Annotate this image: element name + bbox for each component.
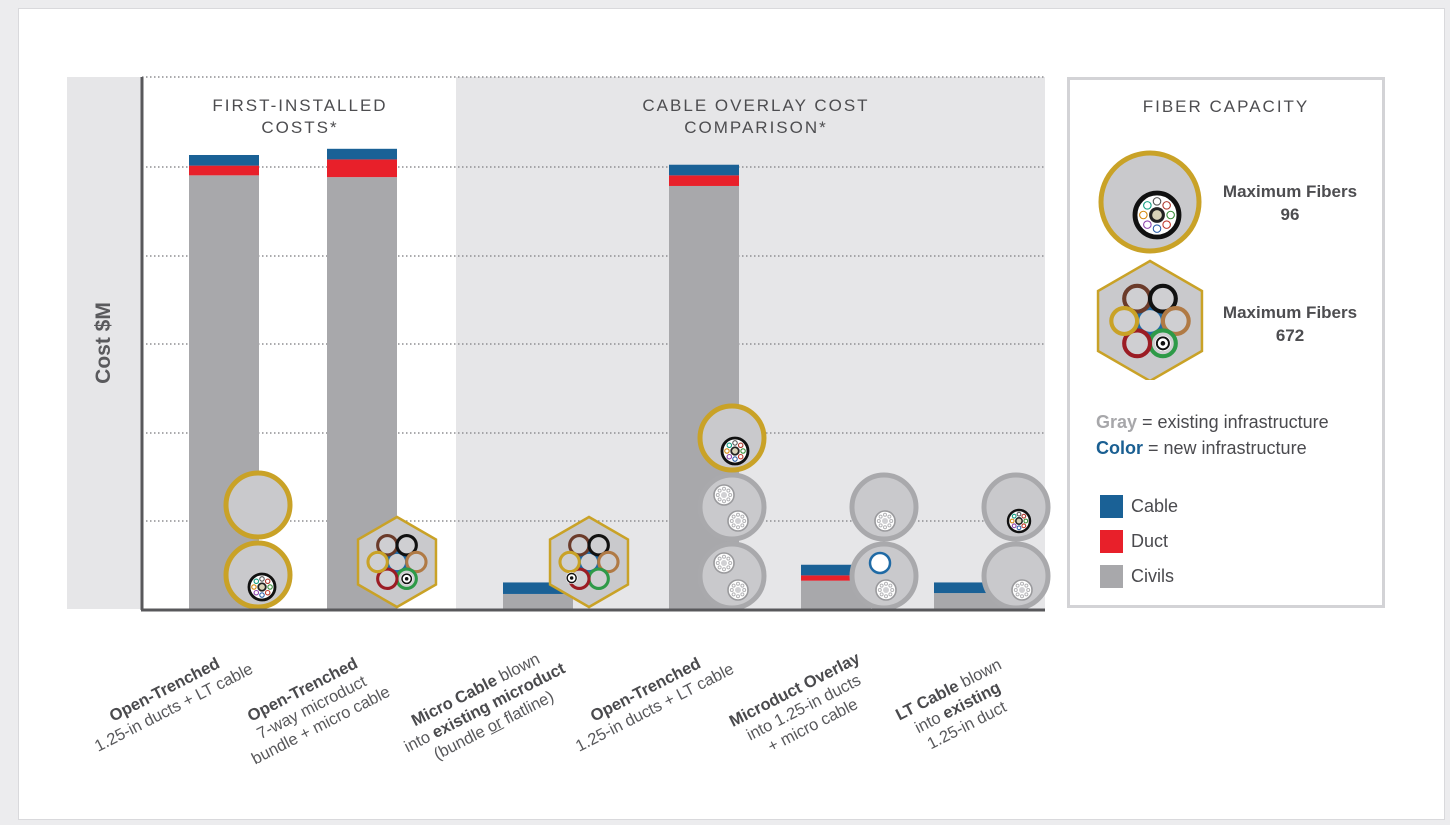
bar-cable-3 — [669, 164, 739, 176]
legend-note-color-rest: = new infrastructure — [1143, 438, 1307, 458]
legend-capacity-672-line2: 672 — [1275, 326, 1305, 345]
legend-item-civils: Civils — [1100, 564, 1174, 588]
section-title-0-line-0: FIRST-INSTALLED — [212, 96, 387, 115]
legend-note-gray-rest: = existing infrastructure — [1137, 412, 1329, 432]
section-title-0-line-1: COSTS* — [261, 118, 338, 137]
cross-section-cat1-bundle — [356, 515, 438, 609]
bar-civils-5 — [934, 593, 1004, 609]
legend-swatch-cable — [1100, 494, 1123, 518]
section-title-1-line-1: COMPARISON* — [684, 118, 828, 137]
section-title-1-line-0: CABLE OVERLAY COST — [642, 96, 869, 115]
legend-note-gray: Gray = existing infrastructure — [1096, 412, 1329, 433]
bar-duct-3 — [669, 175, 739, 186]
legend-label-duct: Duct — [1131, 530, 1169, 551]
bar-duct-1 — [327, 159, 397, 178]
legend-label-civils: Civils — [1131, 565, 1174, 586]
cross-section-cat3-duct-new — [697, 403, 767, 473]
legend-icons — [1096, 150, 1204, 380]
legend-swatch-civils — [1100, 564, 1123, 588]
legend-note-color: Color = new infrastructure — [1096, 438, 1307, 459]
legend-capacity-96-line1: Maximum Fibers — [1222, 182, 1358, 201]
fiber-capacity-legend: FIBER CAPACITY Maximum Fibers 96 Maximum… — [1067, 77, 1385, 608]
legend-capacity-672-line1: Maximum Fibers — [1222, 303, 1358, 322]
cross-section-cat4-duct-bottom — [849, 541, 919, 611]
cross-section-cat5-duct-top — [981, 472, 1051, 542]
legend-label-cable: Cable — [1131, 495, 1179, 516]
bar-cable-4 — [801, 564, 871, 576]
cross-section-cat0-duct-top — [223, 470, 293, 540]
microduct-bundle-icon — [1096, 259, 1204, 380]
bar-civils-2 — [503, 593, 573, 609]
cross-section-cat0-duct-bottom — [223, 540, 293, 610]
bar-cable-1 — [327, 148, 397, 160]
legend-item-duct: Duct — [1100, 529, 1168, 553]
legend-capacity-96: Maximum Fibers 96 — [1200, 180, 1380, 226]
cross-section-cat5-duct-bottom — [981, 541, 1051, 611]
y-axis-band — [67, 77, 142, 609]
legend-capacity-672: Maximum Fibers 672 — [1200, 301, 1380, 347]
legend-capacity-96-line2: 96 — [1280, 205, 1300, 224]
legend-note-color-word: Color — [1096, 438, 1143, 458]
cross-section-cat4-duct-top — [849, 472, 919, 542]
legend-note-gray-word: Gray — [1096, 412, 1138, 432]
legend-title: FIBER CAPACITY — [1142, 97, 1310, 116]
bar-cable-5 — [934, 582, 1004, 594]
single-duct-cable-icon — [1098, 150, 1202, 254]
legend-item-cable: Cable — [1100, 494, 1178, 518]
bar-cable-0 — [189, 154, 259, 166]
bar-duct-0 — [189, 165, 259, 176]
cross-section-cat2-bundle — [548, 515, 630, 609]
legend-swatch-duct — [1100, 529, 1123, 553]
bar-cable-2 — [503, 582, 573, 594]
bar-duct-4 — [801, 575, 871, 581]
y-axis-label: Cost $M — [92, 302, 115, 384]
